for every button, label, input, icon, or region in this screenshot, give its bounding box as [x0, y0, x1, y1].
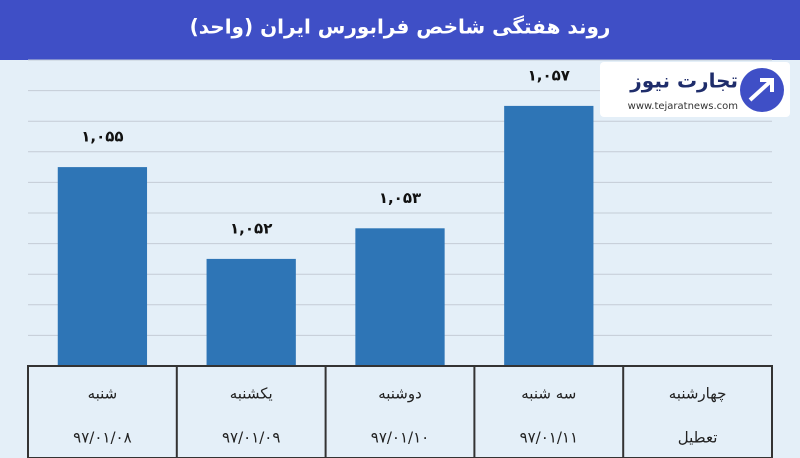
- logo-box: [600, 62, 790, 117]
- bar: [504, 105, 594, 367]
- x-tick-label: دوشنبه: [378, 385, 422, 403]
- chart-title: روند هفتگی شاخص فرابورس ایران (واحد): [190, 15, 611, 39]
- bar: [206, 258, 296, 366]
- x-sublabel: ۹۷/۰۱/۰۸: [73, 429, 131, 447]
- x-sublabel: ۹۷/۰۱/۱۱: [520, 429, 578, 447]
- x-tick-label: شنبه: [88, 385, 118, 403]
- x-sublabel: ۹۷/۰۱/۱۰: [371, 429, 429, 447]
- bar: [57, 167, 148, 366]
- x-sublabel: ۹۷/۰۱/۰۹: [222, 429, 280, 447]
- x-sublabel: تعطیل: [678, 429, 718, 447]
- value-label: ۱,۰۵۲: [230, 219, 272, 237]
- logo-name: تجارت نیوز: [629, 69, 738, 93]
- logo-arrow: [748, 78, 774, 102]
- bar: [355, 228, 445, 366]
- x-tick-label: چهارشنبه: [669, 385, 727, 403]
- logo-url: www.tejaratnews.com: [628, 101, 738, 112]
- table: [27, 365, 773, 458]
- value-label: ۱,۰۵۳: [379, 189, 421, 207]
- x-tick-label: یکشنبه: [230, 385, 273, 403]
- value-label: ۱,۰۵۷: [528, 66, 570, 84]
- x-tick-label: سه شنبه: [521, 385, 576, 403]
- logo: تجارت نیوز www.tejaratnews.com: [600, 62, 790, 117]
- title-bar: [0, 0, 800, 60]
- value-label: ۱,۰۵۵: [81, 128, 123, 146]
